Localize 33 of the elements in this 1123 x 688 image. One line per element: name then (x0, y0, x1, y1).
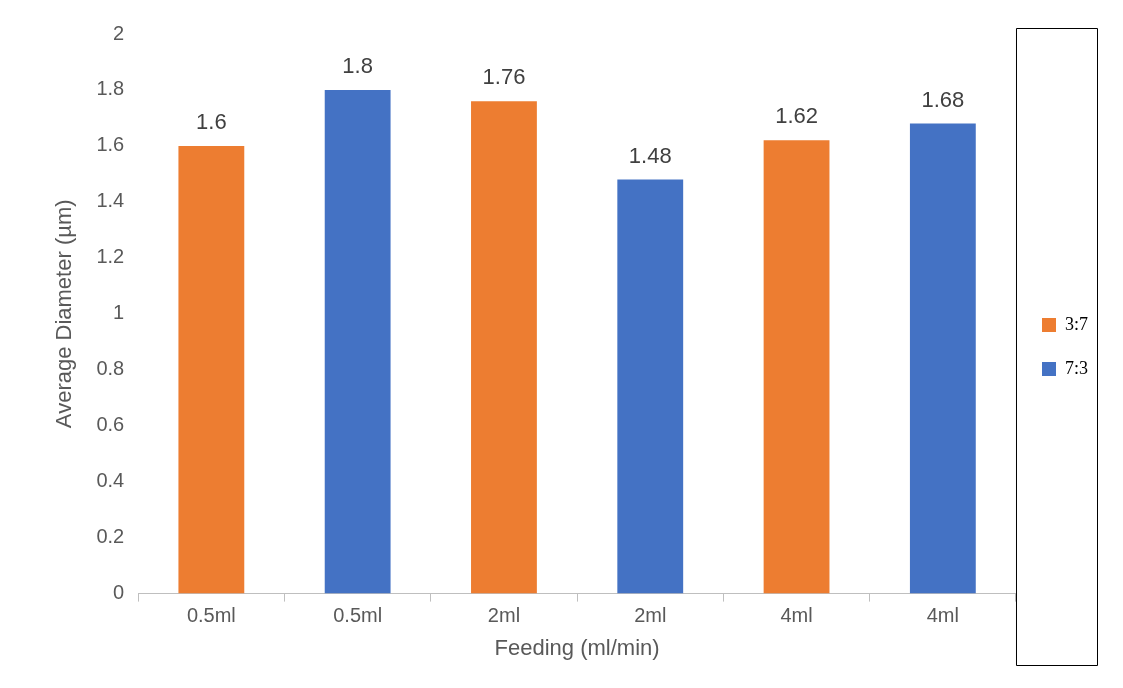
bar (763, 140, 830, 594)
legend-label: 3:7 (1065, 313, 1089, 334)
x-tick-label: 4ml (780, 604, 813, 627)
x-tick-label: 2ml (634, 604, 667, 627)
y-axis-title: Average Diameter (µm) (51, 199, 77, 429)
legend-label: 7:3 (1065, 357, 1089, 378)
y-tick-label: 1.6 (96, 133, 125, 156)
x-axis-title: Feeding (ml/min) (494, 634, 660, 660)
bar (324, 89, 391, 594)
data-label: 1.62 (775, 103, 818, 129)
bar (471, 101, 537, 594)
y-tick-label: 1.4 (96, 189, 125, 212)
data-label: 1.6 (196, 108, 227, 134)
y-tick-label: 0.4 (96, 469, 125, 492)
y-tick-label: 1.8 (96, 77, 125, 100)
bar (909, 123, 976, 594)
y-tick-label: 0 (113, 581, 125, 604)
y-tick-label: 0.6 (96, 413, 125, 436)
y-tick-label: 1 (113, 301, 125, 324)
x-tick-label: 4ml (926, 604, 959, 627)
x-tick-label: 0.5ml (186, 604, 236, 627)
y-tick-label: 1.2 (96, 245, 125, 268)
data-label: 1.76 (482, 64, 526, 90)
data-label: 1.68 (921, 86, 965, 112)
y-tick-label: 0.8 (96, 357, 125, 380)
y-tick-label: 0.2 (96, 525, 125, 548)
data-label: 1.8 (342, 53, 373, 79)
x-tick-label: 0.5ml (333, 604, 383, 627)
y-tick-label: 2 (113, 21, 125, 44)
bar (178, 145, 245, 594)
x-tick-label: 2ml (487, 604, 521, 627)
data-label: 1.48 (628, 142, 672, 168)
bar (617, 179, 684, 594)
